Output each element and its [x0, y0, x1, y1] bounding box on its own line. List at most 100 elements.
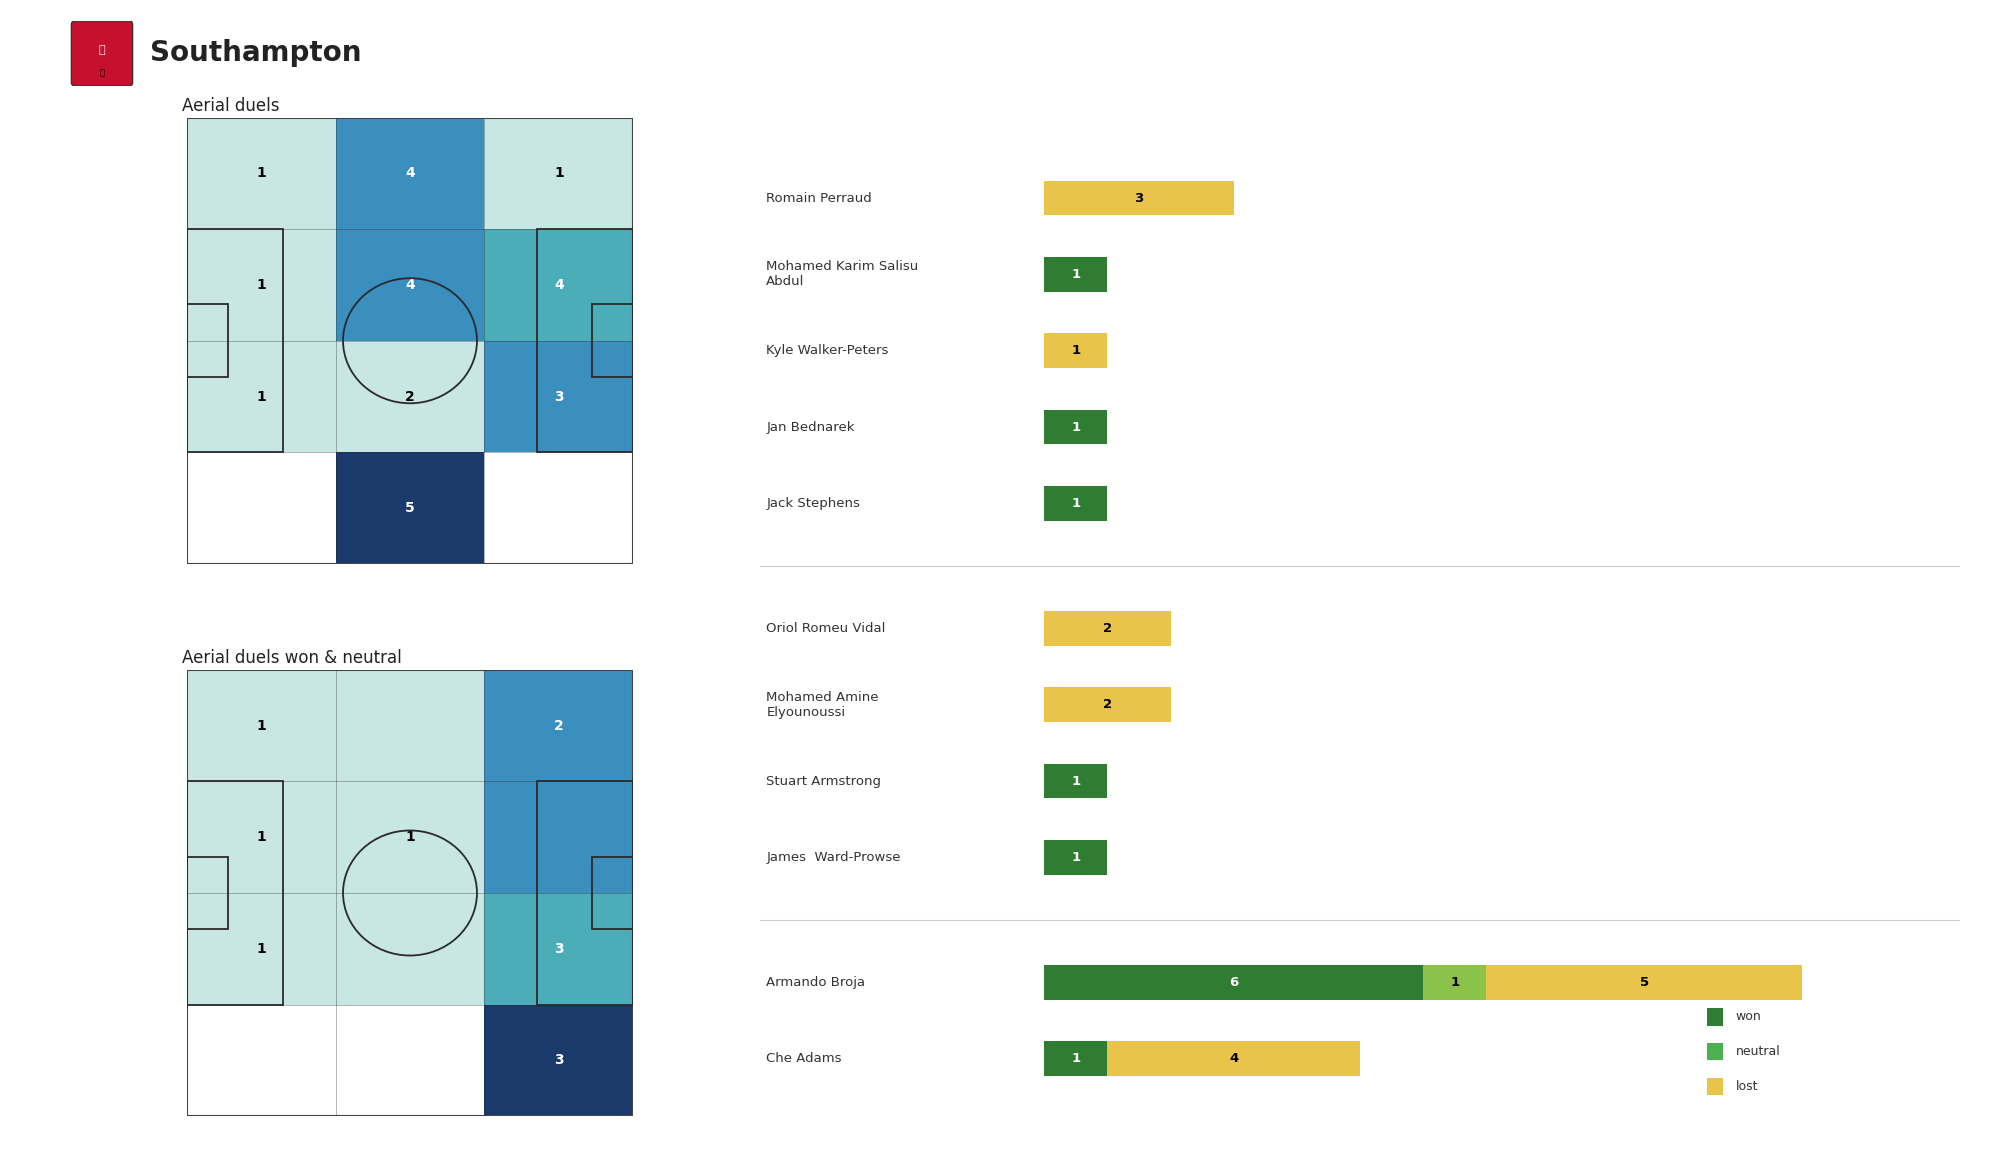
Bar — [592, 857, 634, 929]
Bar — [1708, 1008, 1724, 1026]
Bar — [1044, 611, 1170, 646]
Text: 1: 1 — [1072, 1052, 1080, 1065]
Text: 3: 3 — [554, 390, 564, 403]
Text: Jan Bednarek: Jan Bednarek — [766, 421, 854, 434]
Text: 1: 1 — [1072, 497, 1080, 510]
Text: 1: 1 — [256, 167, 266, 180]
Bar — [186, 1005, 336, 1116]
Text: ⚽: ⚽ — [98, 45, 106, 55]
Bar — [1108, 1041, 1360, 1076]
Bar — [1044, 840, 1108, 874]
Text: Romain Perraud: Romain Perraud — [766, 192, 872, 204]
Text: Mohamed Amine
Elyounoussi: Mohamed Amine Elyounoussi — [766, 691, 878, 719]
Bar — [186, 452, 336, 564]
Bar — [1486, 965, 1802, 1000]
Text: 2: 2 — [406, 390, 414, 403]
Text: Oriol Romeu Vidal: Oriol Romeu Vidal — [766, 622, 886, 634]
Text: 1: 1 — [256, 719, 266, 732]
Text: Kyle Walker-Peters: Kyle Walker-Peters — [766, 344, 888, 357]
Text: 3: 3 — [554, 1054, 564, 1067]
Text: James  Ward-Prowse: James Ward-Prowse — [766, 851, 900, 864]
Text: 4: 4 — [554, 278, 564, 291]
Bar — [1044, 687, 1170, 721]
Text: 1: 1 — [1450, 975, 1460, 989]
Bar — [1044, 181, 1234, 215]
Bar — [186, 670, 336, 781]
Text: Mohamed Karim Salisu
Abdul: Mohamed Karim Salisu Abdul — [766, 261, 918, 288]
Text: lost: lost — [1736, 1080, 1758, 1093]
Bar — [1044, 1041, 1108, 1076]
Bar — [484, 1005, 634, 1116]
Bar — [336, 452, 484, 564]
Bar — [1708, 1043, 1724, 1060]
Text: Stuart Armstrong: Stuart Armstrong — [766, 774, 882, 787]
Text: 2: 2 — [1102, 698, 1112, 711]
Bar — [484, 452, 634, 564]
Text: 4: 4 — [1230, 1052, 1238, 1065]
Bar — [484, 670, 634, 781]
Text: 🔴: 🔴 — [100, 68, 104, 78]
Text: neutral: neutral — [1736, 1046, 1780, 1059]
Bar — [186, 341, 336, 452]
Bar — [1044, 965, 1424, 1000]
Text: 4: 4 — [406, 167, 414, 180]
Text: 3: 3 — [554, 942, 564, 955]
Text: 1: 1 — [1072, 421, 1080, 434]
Text: 1: 1 — [1072, 268, 1080, 281]
FancyBboxPatch shape — [72, 21, 132, 86]
Text: Armando Broja: Armando Broja — [766, 975, 866, 989]
Bar — [592, 304, 634, 377]
Bar — [1044, 334, 1108, 368]
Bar — [1044, 257, 1108, 291]
Text: 1: 1 — [1072, 851, 1080, 864]
Text: Che Adams: Che Adams — [766, 1052, 842, 1065]
Text: Southampton: Southampton — [150, 39, 362, 67]
Text: Aerial duels won & neutral: Aerial duels won & neutral — [182, 649, 402, 666]
Text: 1: 1 — [554, 167, 564, 180]
Bar — [1044, 486, 1108, 521]
Text: 1: 1 — [1072, 344, 1080, 357]
Bar — [536, 229, 634, 452]
Bar — [336, 670, 484, 781]
Bar — [186, 118, 336, 229]
Bar — [484, 118, 634, 229]
Bar — [484, 781, 634, 893]
Bar — [336, 118, 484, 229]
Bar — [186, 304, 228, 377]
Bar — [536, 781, 634, 1005]
Bar — [336, 229, 484, 341]
Bar — [336, 893, 484, 1005]
Bar — [484, 229, 634, 341]
Bar — [1424, 965, 1486, 1000]
Bar — [186, 893, 336, 1005]
Text: 1: 1 — [1072, 774, 1080, 787]
Bar — [336, 1005, 484, 1116]
Text: Aerial duels: Aerial duels — [182, 96, 280, 114]
Bar — [186, 229, 336, 341]
Text: 1: 1 — [256, 278, 266, 291]
Bar — [1708, 1077, 1724, 1095]
Bar — [186, 781, 284, 1005]
Text: 2: 2 — [554, 719, 564, 732]
Text: won: won — [1736, 1010, 1762, 1023]
Text: 1: 1 — [256, 831, 266, 844]
Text: 1: 1 — [256, 942, 266, 955]
Bar — [484, 341, 634, 452]
Text: 1: 1 — [406, 831, 414, 844]
Text: 5: 5 — [406, 502, 414, 515]
Text: Jack Stephens: Jack Stephens — [766, 497, 860, 510]
Text: 6: 6 — [1230, 975, 1238, 989]
Text: 3: 3 — [1134, 192, 1144, 204]
Bar — [484, 893, 634, 1005]
Bar — [1044, 764, 1108, 798]
Bar — [336, 781, 484, 893]
Bar — [186, 229, 284, 452]
Bar — [186, 857, 228, 929]
Text: 5: 5 — [1640, 975, 1648, 989]
Text: 2: 2 — [1102, 622, 1112, 634]
Text: 4: 4 — [406, 278, 414, 291]
Bar — [336, 341, 484, 452]
Bar — [1044, 410, 1108, 444]
Text: 1: 1 — [256, 390, 266, 403]
Bar — [186, 781, 336, 893]
